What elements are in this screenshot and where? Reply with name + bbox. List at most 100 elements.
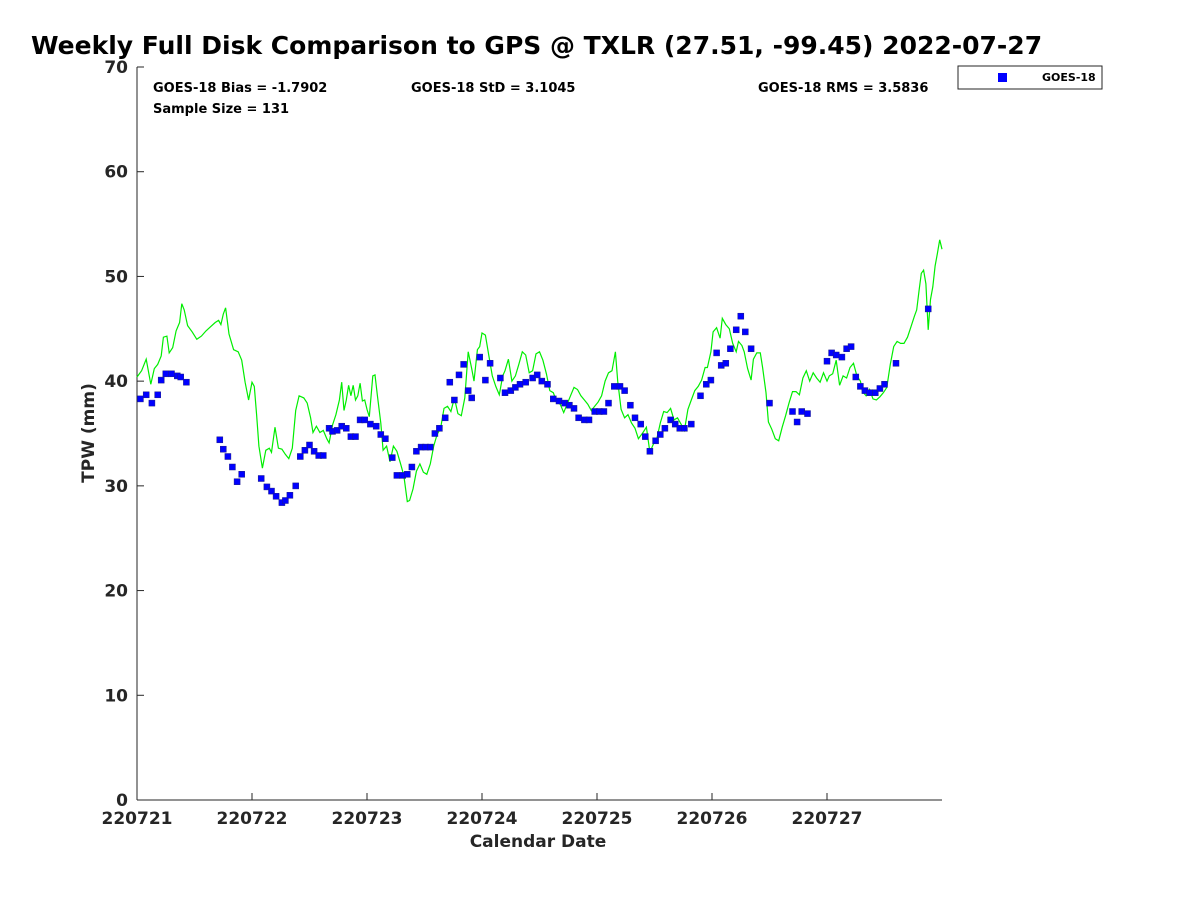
- x-tick-label: 220724: [447, 809, 518, 829]
- goes-18-point: [333, 427, 341, 434]
- goes-18-point: [306, 441, 313, 449]
- goes-18-point: [667, 416, 674, 424]
- goes-18-point: [832, 351, 840, 359]
- goes-18-point: [297, 453, 304, 460]
- goes-18-point: [157, 376, 165, 384]
- goes-18-point: [516, 381, 524, 388]
- goes-18-point: [137, 395, 144, 403]
- goes-18-point: [793, 418, 801, 426]
- goes-18-point: [431, 430, 439, 437]
- goes-18-point: [183, 378, 190, 386]
- goes-18-point: [229, 463, 236, 471]
- x-axis-label: Calendar Date: [470, 832, 607, 852]
- goes-18-point: [575, 414, 582, 422]
- goes-18-point: [168, 370, 175, 378]
- goes-18-point: [501, 389, 509, 396]
- goes-18-point: [352, 433, 359, 440]
- goes-18-point: [538, 377, 546, 385]
- goes-18-point: [713, 349, 720, 357]
- goes-18-point: [301, 447, 309, 454]
- goes-18-point: [544, 381, 551, 388]
- goes-18-point: [460, 361, 467, 368]
- goes-18-point: [372, 422, 380, 430]
- y-tick-label: 0: [116, 791, 128, 811]
- stat-sample-size: Sample Size = 131: [153, 102, 289, 117]
- goes-18-point: [486, 360, 494, 367]
- goes-18-point: [789, 408, 796, 415]
- goes-18-point: [646, 448, 654, 455]
- goes-18-point: [732, 326, 740, 334]
- legend: GOES-18: [957, 65, 1103, 90]
- stat-rms: GOES-18 RMS = 3.5836: [758, 81, 928, 96]
- goes-18-point: [722, 360, 730, 367]
- y-axis-label: TPW (mm): [79, 383, 99, 483]
- goes-18-point: [876, 385, 884, 392]
- y-tick-label: 60: [104, 163, 128, 183]
- goes-18-point: [220, 445, 227, 453]
- goes-18-point: [404, 471, 411, 478]
- y-tick-label: 70: [104, 58, 128, 78]
- goes-18-point: [857, 383, 864, 390]
- goes-18-point: [555, 397, 563, 405]
- goes-18-point: [177, 373, 184, 381]
- goes-18-point: [823, 357, 831, 365]
- goes-18-point: [464, 387, 472, 394]
- goes-18-point: [631, 414, 639, 422]
- goes-18-point: [661, 425, 669, 432]
- x-tick-label: 220722: [217, 809, 288, 829]
- goes-18-point: [585, 416, 593, 424]
- goes-18-point: [616, 383, 624, 390]
- legend-box: [957, 65, 1103, 90]
- goes-18-point: [361, 416, 368, 424]
- goes-18-point: [482, 376, 489, 384]
- goes-18-point: [238, 471, 245, 478]
- goes-18-point: [627, 401, 634, 409]
- goes-18-point: [697, 392, 704, 400]
- goes-18-point: [892, 360, 900, 367]
- goes-18-point: [427, 443, 434, 451]
- goes-18-point: [148, 399, 156, 407]
- goes-18-point: [798, 408, 805, 415]
- goes-18-point: [550, 395, 557, 403]
- goes-18-point: [707, 376, 715, 384]
- goes-18-point: [652, 437, 659, 445]
- goes-18-point: [681, 425, 688, 432]
- goes-18-point: [703, 381, 710, 388]
- goes-18-point: [377, 431, 385, 438]
- y-tick-label: 20: [104, 582, 128, 602]
- x-tick-label: 220721: [102, 809, 173, 829]
- goes-18-point: [766, 399, 773, 407]
- goes-18-point: [162, 370, 170, 378]
- goes-18-point: [522, 378, 529, 386]
- goes-18-point: [688, 420, 695, 428]
- goes-18-point: [600, 408, 608, 415]
- goes-18-point: [881, 381, 888, 388]
- legend-marker-goes-18: [998, 73, 1007, 82]
- goes-18-point: [476, 353, 483, 361]
- x-tick-label: 220726: [677, 809, 748, 829]
- goes-18-point: [257, 475, 265, 482]
- goes-18-point: [320, 452, 327, 459]
- goes-18-point: [263, 483, 271, 491]
- y-ticks: 0 10 20 30 40 50 60 70: [104, 58, 144, 811]
- chart-title: Weekly Full Disk Comparison to GPS @ TXL…: [31, 31, 1042, 60]
- goes-18-point: [872, 389, 879, 396]
- goes-18-point: [455, 371, 463, 379]
- goes-18-point: [657, 431, 664, 438]
- goes-18-point: [310, 448, 318, 455]
- goes-18-point: [852, 373, 860, 381]
- goes-18-point: [441, 414, 449, 422]
- x-tick-label: 220725: [562, 809, 633, 829]
- goes-18-point: [468, 394, 475, 402]
- goes-18-point: [924, 305, 932, 313]
- legend-label-goes-18: GOES-18: [1042, 71, 1096, 84]
- stat-bias: GOES-18 Bias = -1.7902: [153, 81, 327, 96]
- goes-18-point: [367, 420, 374, 428]
- x-tick-label: 220723: [332, 809, 403, 829]
- goes-18-point: [642, 433, 649, 440]
- goes-18-point: [637, 420, 644, 428]
- y-tick-label: 10: [104, 686, 128, 706]
- goes-18-point: [292, 482, 299, 490]
- goes-18-point: [413, 448, 420, 455]
- plot-area: [136, 67, 942, 801]
